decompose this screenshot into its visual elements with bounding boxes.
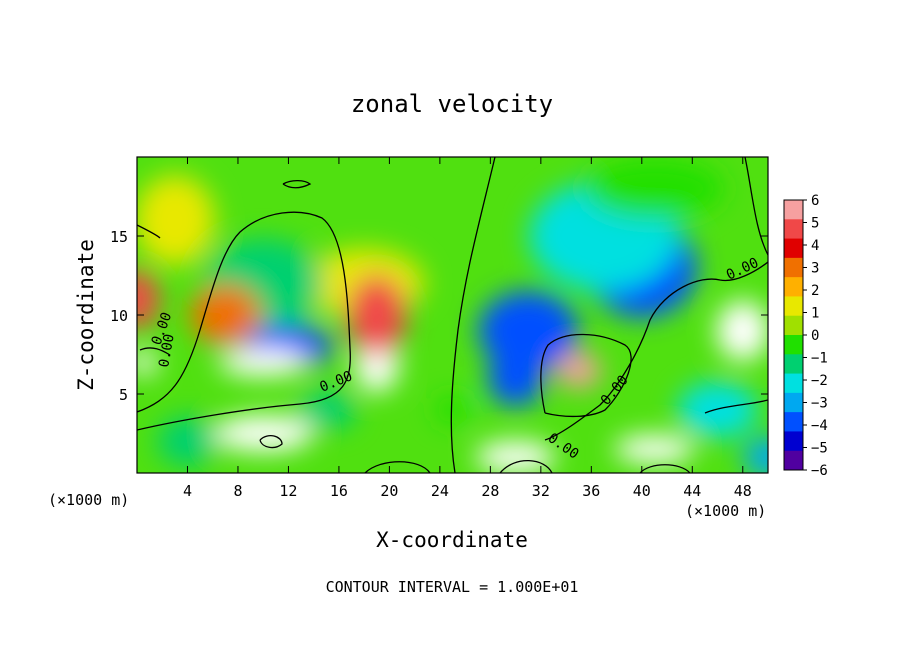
z-unit-label: (×1000 m): [685, 502, 766, 520]
colorbar-swatch: [784, 412, 803, 432]
field-blob: [475, 441, 556, 473]
field-blob: [137, 350, 158, 375]
field-blob: [716, 300, 768, 361]
colorbar-tick-label: −2: [811, 373, 828, 389]
x-tick-label: 24: [431, 482, 449, 500]
contour-line: [499, 460, 553, 473]
contour-line: [282, 179, 312, 189]
colorbar-tick-label: 1: [811, 306, 819, 322]
colorbar-swatch: [784, 335, 803, 355]
x-unit-label: (×1000 m): [48, 491, 129, 509]
contour-label: 0.00: [156, 333, 178, 369]
y-tick-label: 5: [119, 386, 128, 404]
colorbar-swatch: [784, 257, 803, 278]
colorbar-tick-label: 6: [811, 193, 819, 209]
x-tick-label: 8: [233, 482, 242, 500]
colorbar-swatch: [784, 373, 803, 394]
field-blob: [157, 416, 218, 467]
colorbar-tick-label: 2: [811, 283, 819, 299]
contour-line: [704, 399, 768, 414]
field-blob: [218, 348, 309, 377]
colorbar-swatch: [784, 200, 803, 220]
y-axis-title: Z-coordinate: [74, 239, 98, 391]
colorbar-swatch: [784, 296, 803, 317]
contour-line: [364, 461, 431, 473]
field-blob: [137, 269, 159, 330]
contour-line: [639, 464, 691, 473]
chart-title: zonal velocity: [351, 90, 553, 118]
x-axis: 4 8 12 16 20 24 28 32 36 40 44 48: [183, 157, 752, 500]
y-tick-label: 10: [110, 307, 128, 325]
contour-line: [137, 211, 351, 431]
contour-line: [540, 333, 632, 418]
colorbar-tick-label: −3: [811, 396, 828, 412]
colorbar-swatch: [784, 431, 803, 452]
colorbar-tick-label: 4: [811, 238, 819, 254]
x-tick-label: 48: [734, 482, 752, 500]
contour-line: [450, 157, 496, 473]
field-blob: [743, 437, 768, 473]
field-blob: [213, 415, 314, 452]
colorbar-tick-label: 3: [811, 261, 819, 277]
field-blob: [346, 275, 407, 355]
colorbar-swatch: [784, 392, 803, 413]
colorbar-tick-label: 0: [811, 328, 819, 344]
field-blob: [434, 395, 471, 424]
velocity-field: [137, 158, 768, 473]
x-tick-label: 40: [633, 482, 651, 500]
contour-line: [139, 347, 171, 356]
plot-area: 0.00 0.00 0.00 0.00 0.00 0.00: [137, 157, 768, 473]
x-tick-label: 20: [380, 482, 398, 500]
colorbar-tick-label: −4: [811, 418, 828, 434]
colorbar-tick-label: −5: [811, 441, 828, 457]
colorbar-swatch: [784, 450, 803, 471]
field-blob: [190, 285, 261, 345]
field-blob: [478, 290, 579, 371]
field-blob: [584, 158, 725, 219]
field-blob: [137, 175, 215, 266]
colorbar: 6 5 4 3 2 1 0 −1 −2 −3 −4 −5 −6: [783, 193, 828, 479]
colorbar-swatch: [784, 238, 803, 259]
contour-interval-note: CONTOUR INTERVAL = 1.000E+01: [326, 578, 579, 596]
field-blob: [296, 389, 357, 430]
x-tick-label: 12: [279, 482, 297, 500]
x-tick-label: 36: [582, 482, 600, 500]
zero-contours: [137, 157, 768, 473]
x-axis-title: X-coordinate: [376, 528, 528, 552]
contour-line: [259, 434, 283, 449]
y-tick-label: 15: [110, 228, 128, 246]
colorbar-swatch: [784, 315, 803, 336]
colorbar-tick-label: 5: [811, 216, 819, 232]
x-tick-label: 4: [183, 482, 192, 500]
colorbar-tick-label: −1: [811, 351, 828, 367]
colorbar-swatch: [784, 354, 803, 375]
y-axis: 5 10 15: [110, 228, 768, 404]
field-blob: [487, 350, 544, 407]
x-tick-label: 16: [330, 482, 348, 500]
x-tick-label: 44: [683, 482, 701, 500]
field-blob: [614, 435, 695, 464]
field-blob: [556, 352, 601, 389]
x-tick-label: 28: [481, 482, 499, 500]
colorbar-swatch: [784, 219, 803, 240]
colorbar-tick-label: −6: [811, 463, 828, 479]
colorbar-swatch: [784, 277, 803, 297]
x-tick-label: 32: [532, 482, 550, 500]
contour-line: [744, 157, 768, 256]
contour-line: [137, 224, 161, 239]
